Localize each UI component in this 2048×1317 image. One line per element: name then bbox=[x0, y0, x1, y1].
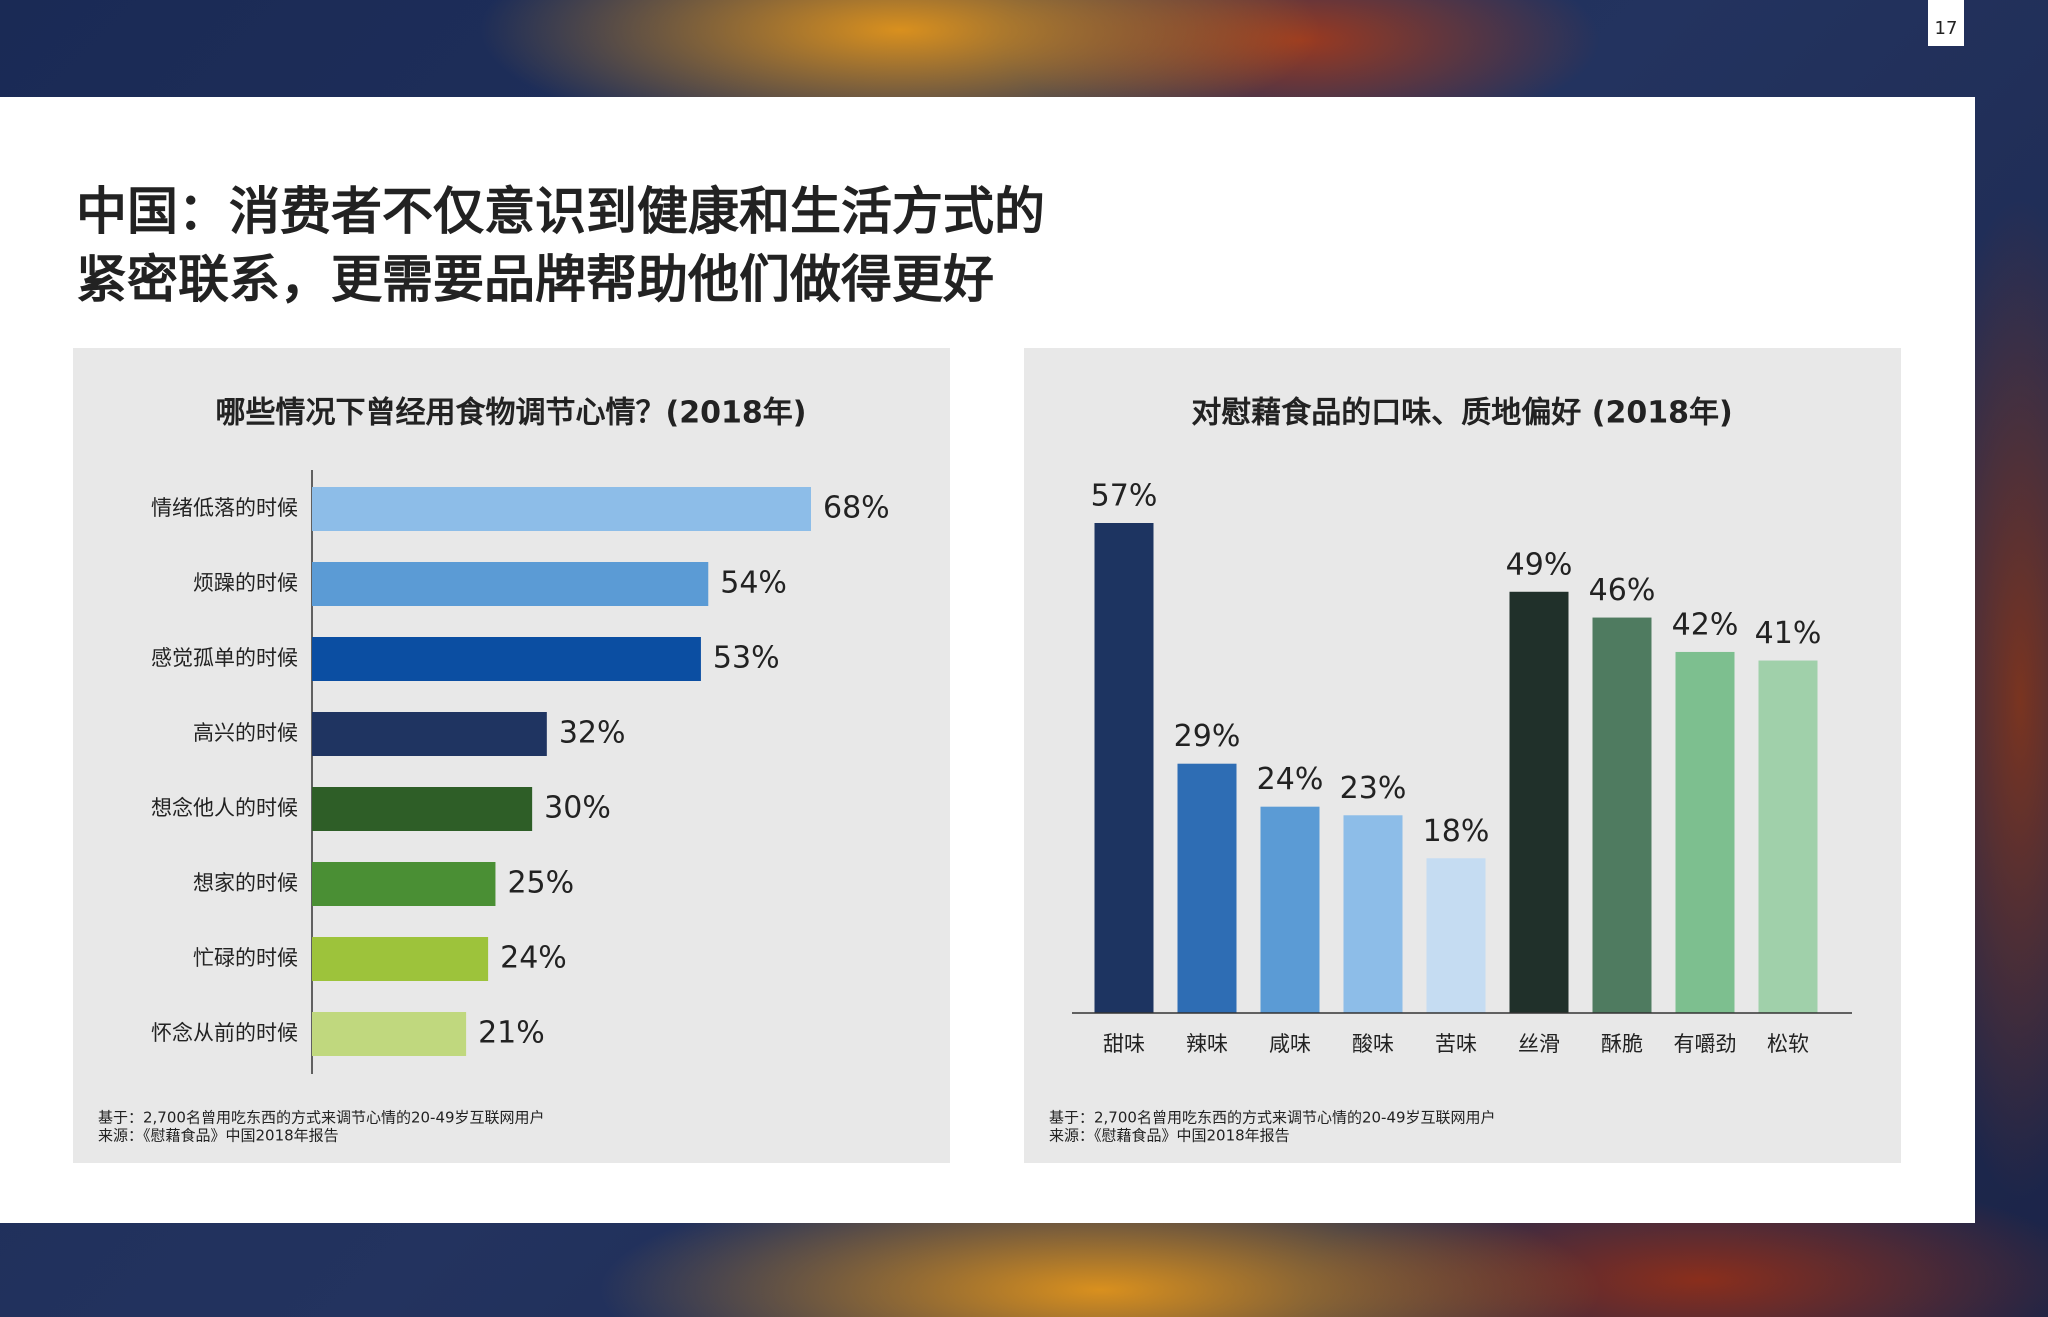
bar bbox=[1177, 763, 1237, 1013]
bar bbox=[1592, 617, 1652, 1013]
value-label: 21% bbox=[478, 1016, 545, 1051]
bar bbox=[312, 562, 709, 606]
bar bbox=[312, 787, 533, 831]
bar bbox=[1343, 815, 1403, 1013]
value-label: 29% bbox=[1174, 719, 1241, 754]
category-label: 想念他人的时候 bbox=[151, 796, 298, 820]
category-label: 丝滑 bbox=[1518, 1032, 1560, 1056]
bar bbox=[312, 1012, 467, 1056]
category-label: 高兴的时候 bbox=[193, 721, 298, 745]
category-label: 想家的时候 bbox=[193, 871, 298, 895]
bar bbox=[312, 637, 701, 681]
category-label: 烦躁的时候 bbox=[193, 571, 298, 595]
value-label: 46% bbox=[1589, 573, 1656, 608]
slide-title: 紧密联系，更需要品牌帮助他们做得更好 bbox=[76, 251, 994, 310]
category-label: 咸味 bbox=[1269, 1032, 1311, 1056]
value-label: 24% bbox=[1257, 762, 1324, 797]
value-label: 30% bbox=[544, 791, 611, 826]
bar bbox=[1260, 806, 1320, 1013]
bar bbox=[1426, 858, 1486, 1013]
value-label: 53% bbox=[713, 641, 780, 676]
footnote: 基于：2,700名曾用吃东西的方式来调节心情的20-49岁互联网用户 bbox=[1049, 1109, 1496, 1127]
footnote: 基于：2,700名曾用吃东西的方式来调节心情的20-49岁互联网用户 bbox=[98, 1109, 545, 1127]
value-label: 25% bbox=[507, 866, 574, 901]
bar bbox=[312, 712, 547, 756]
category-label: 甜味 bbox=[1103, 1032, 1145, 1056]
category-label: 情绪低落的时候 bbox=[151, 496, 298, 520]
value-label: 49% bbox=[1506, 547, 1573, 582]
chart-title: 哪些情况下曾经用食物调节心情？(2018年) bbox=[216, 396, 807, 431]
value-label: 57% bbox=[1091, 479, 1158, 514]
footnote: 来源：《慰藉食品》中国2018年报告 bbox=[98, 1127, 339, 1145]
category-label: 苦味 bbox=[1435, 1032, 1477, 1056]
value-label: 18% bbox=[1423, 814, 1490, 849]
page-number-box bbox=[1928, 0, 1964, 46]
category-label: 感觉孤单的时候 bbox=[151, 646, 298, 670]
value-label: 54% bbox=[720, 566, 787, 601]
value-label: 42% bbox=[1672, 607, 1739, 642]
slide-title: 中国：消费者不仅意识到健康和生活方式的 bbox=[76, 183, 1045, 242]
bar bbox=[312, 862, 496, 906]
bar bbox=[312, 487, 811, 531]
category-label: 忙碌的时候 bbox=[193, 946, 298, 970]
value-label: 32% bbox=[559, 716, 626, 751]
footnote: 来源：《慰藉食品》中国2018年报告 bbox=[1049, 1127, 1290, 1145]
bar bbox=[1509, 591, 1569, 1013]
category-label: 松软 bbox=[1767, 1032, 1809, 1056]
category-label: 酸味 bbox=[1352, 1032, 1394, 1056]
category-label: 酥脆 bbox=[1601, 1032, 1643, 1056]
bar bbox=[1758, 660, 1818, 1013]
page-number: 17 bbox=[1935, 18, 1958, 39]
bar bbox=[1094, 523, 1154, 1013]
panel bbox=[1024, 348, 1901, 1163]
bar bbox=[312, 937, 489, 981]
value-label: 23% bbox=[1340, 771, 1407, 806]
category-label: 辣味 bbox=[1186, 1032, 1228, 1056]
bar bbox=[1675, 651, 1735, 1013]
value-label: 41% bbox=[1755, 616, 1822, 651]
value-label: 68% bbox=[823, 491, 890, 526]
category-label: 怀念从前的时候 bbox=[151, 1021, 298, 1045]
chart-title: 对慰藉食品的口味、质地偏好 (2018年) bbox=[1191, 396, 1732, 431]
category-label: 有嚼劲 bbox=[1674, 1032, 1737, 1056]
value-label: 24% bbox=[500, 941, 567, 976]
